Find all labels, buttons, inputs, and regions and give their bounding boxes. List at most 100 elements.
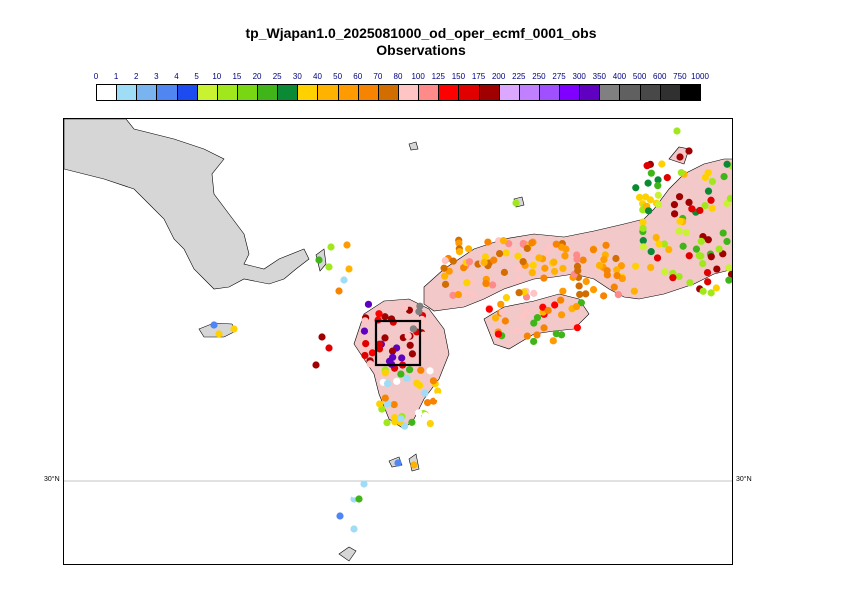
legend-label: 150 [451, 72, 466, 81]
station-dot [589, 246, 598, 254]
station-dot [404, 332, 412, 340]
station-dot [697, 237, 705, 245]
station-dot [340, 276, 348, 284]
station-dot [686, 279, 694, 287]
station-dot [368, 349, 376, 357]
station-dot [364, 300, 373, 308]
legend-label: 3 [154, 72, 159, 81]
station-dot [315, 256, 323, 264]
station-dot [397, 415, 405, 423]
legend-swatch [538, 84, 561, 101]
station-dot [362, 339, 370, 348]
legend-label: 2 [134, 72, 139, 81]
station-dot [485, 305, 493, 313]
legend-label: 60 [353, 72, 363, 81]
station-dot [519, 258, 527, 266]
station-dot [482, 279, 490, 287]
station-dot [530, 319, 538, 327]
station-dot [489, 281, 497, 289]
station-dot [397, 370, 405, 378]
station-dot [557, 296, 565, 304]
station-dot [540, 324, 548, 332]
station-dot [429, 377, 438, 385]
station-dot [462, 289, 470, 297]
station-dot [685, 252, 693, 260]
station-dot [410, 461, 418, 469]
station-dot [494, 330, 503, 338]
station-dot [632, 262, 640, 270]
station-dot [665, 245, 673, 254]
station-dot [676, 217, 684, 225]
lat-label-left: 30°N [44, 476, 60, 483]
station-dot [530, 289, 538, 297]
station-dot [573, 255, 581, 263]
legend-label: 125 [431, 72, 445, 81]
station-dot [696, 206, 704, 215]
station-dot [529, 261, 537, 269]
station-dot [415, 409, 423, 417]
station-dot [613, 266, 621, 274]
station-dot [677, 169, 685, 177]
station-dot [572, 302, 581, 311]
station-dot [528, 269, 536, 277]
station-dot [533, 331, 541, 339]
station-dot [515, 289, 523, 297]
station-dot [544, 306, 552, 315]
station-dot [481, 253, 490, 261]
station-dot [562, 245, 570, 253]
station-dot [345, 265, 353, 273]
station-dot [464, 245, 473, 253]
legend-swatch [297, 84, 319, 101]
station-dot [528, 249, 537, 257]
station-dot [654, 176, 662, 184]
station-dot [502, 294, 511, 302]
station-dot [381, 313, 389, 321]
station-dot [579, 256, 587, 264]
station-dot [703, 268, 712, 277]
legend-swatch [337, 84, 359, 101]
station-dot [654, 200, 663, 209]
station-dot [533, 314, 542, 322]
station-dot [455, 248, 464, 256]
station-dot [725, 276, 732, 284]
station-dot [360, 327, 369, 335]
legend-swatch [559, 84, 581, 101]
station-dot [401, 347, 409, 355]
station-dot [630, 287, 638, 295]
station-dot [500, 268, 509, 276]
legend-swatch [236, 84, 259, 101]
legend-label: 10 [212, 72, 222, 81]
station-dot [366, 360, 374, 368]
station-dot [350, 490, 358, 498]
station-dot [685, 198, 693, 207]
station-dot [400, 304, 409, 312]
station-dot [726, 194, 732, 203]
legend-label: 40 [313, 72, 322, 81]
station-dot [595, 261, 604, 270]
station-dot [361, 317, 369, 325]
station-dot [635, 193, 644, 201]
station-dot [434, 393, 442, 401]
station-dot [408, 418, 416, 426]
station-dot [312, 361, 320, 369]
station-dot [675, 227, 683, 235]
station-dot [327, 243, 335, 251]
station-dot [252, 235, 260, 243]
legend-swatch [116, 84, 138, 101]
legend-swatch [599, 84, 621, 101]
station-dot [552, 240, 560, 248]
station-dot [701, 201, 709, 210]
legend-label: 1 [113, 72, 119, 81]
station-dot [688, 205, 696, 213]
station-dot [335, 287, 343, 295]
legend-swatch [156, 84, 178, 101]
station-dot [723, 160, 731, 168]
station-dot [360, 480, 368, 488]
station-dot [449, 257, 457, 265]
station-dot [417, 366, 425, 374]
station-dot [550, 258, 558, 266]
station-dot [325, 344, 333, 352]
station-dot [670, 201, 679, 209]
station-dot [600, 292, 608, 300]
legend-label: 4 [174, 72, 179, 81]
